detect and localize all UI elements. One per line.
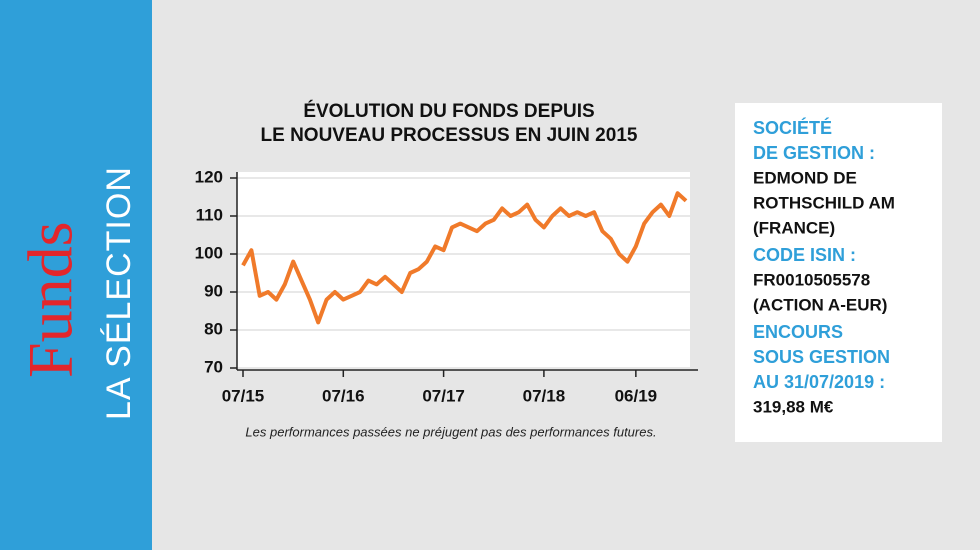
sidebar	[0, 0, 152, 550]
y-tick-label: 70	[204, 357, 223, 376]
x-tick-label: 07/18	[523, 386, 566, 405]
info-box	[735, 103, 942, 442]
brand-subtitle: LA SÉLECTION	[100, 166, 138, 420]
x-tick-label: 07/15	[222, 386, 265, 405]
info-label: SOUS GESTION	[753, 347, 890, 367]
x-tick-label: 07/17	[422, 386, 465, 405]
price-line	[241, 191, 688, 325]
footnote: Les performances passées ne préjugent pa…	[245, 424, 656, 439]
x-tick-label: 07/16	[322, 386, 365, 405]
y-tick-label: 110	[196, 205, 223, 224]
info-label: SOCIÉTÉ	[753, 117, 832, 138]
plot-area	[237, 172, 690, 370]
info-value: 319,88 M€	[753, 397, 834, 416]
y-tick-label: 100	[195, 243, 223, 262]
info-value: EDMOND DE	[753, 168, 857, 187]
brand: Funds	[15, 222, 86, 379]
info-value: FR0010505578	[753, 270, 870, 289]
info-label: ENCOURS	[753, 322, 843, 342]
info-value: (ACTION A-EUR)	[753, 295, 887, 314]
y-tick-label: 90	[204, 281, 223, 300]
x-tick-label: 06/19	[615, 386, 658, 405]
y-tick-label: 120	[195, 167, 223, 186]
info-value: ROTHSCHILD AM	[753, 193, 895, 212]
chart-title: LE NOUVEAU PROCESSUS EN JUIN 2015	[261, 125, 638, 146]
chart-title: ÉVOLUTION DU FONDS DEPUIS	[303, 100, 594, 122]
info-label: DE GESTION :	[753, 143, 875, 163]
info-label: CODE ISIN :	[753, 245, 856, 265]
info-label: AU 31/07/2019 :	[753, 372, 885, 392]
info-value: (FRANCE)	[753, 218, 835, 237]
y-tick-label: 80	[204, 319, 223, 338]
